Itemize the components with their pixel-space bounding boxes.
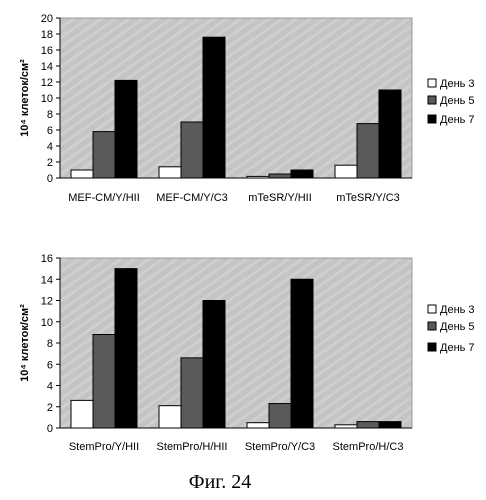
bar-day5: [180, 357, 204, 429]
y-tick-label: 8: [47, 338, 53, 350]
bar-day3: [70, 399, 94, 429]
legend-swatch-day3: [427, 304, 437, 314]
y-tick-label: 14: [41, 61, 53, 73]
bar-day3: [158, 166, 182, 179]
bar-day3: [334, 164, 358, 179]
bar-day7: [290, 278, 314, 429]
bar-day7: [378, 421, 402, 429]
legend-label: День 3: [440, 304, 475, 316]
y-tick-label: 4: [47, 141, 53, 153]
figure-caption: Фиг. 24: [189, 471, 251, 493]
chart-top: 0 2 4 6 8 10 12 14 16 18 20 10⁴ клеток/см² MEF-CM/Y/…: [19, 13, 475, 204]
y-tick-label: 0: [47, 173, 53, 185]
legend-swatch-day5: [427, 95, 437, 105]
bar-day7: [202, 36, 226, 179]
bar-day7: [290, 169, 314, 179]
y-tick-label: 0: [47, 423, 53, 435]
y-tick-label: 2: [47, 157, 53, 169]
y-tick-label: 8: [47, 109, 53, 121]
category-label: MEF-CM/Y/HII: [68, 192, 140, 204]
bar-day3: [246, 175, 270, 179]
y-tick-label: 4: [47, 381, 53, 393]
y-tick-label: 18: [41, 29, 53, 41]
y-tick-label: 12: [41, 77, 53, 89]
bar-day5: [268, 173, 292, 179]
y-axis-label: 10⁴ клеток/см²: [19, 59, 31, 137]
category-label: StemPro/Y/C3: [245, 441, 315, 453]
bar-day7: [114, 268, 138, 429]
y-tick-label: 12: [41, 296, 53, 308]
bar-day7: [202, 300, 226, 429]
bar-day5: [92, 131, 116, 179]
legend-swatch-day7: [427, 342, 437, 352]
bar-day3: [334, 424, 358, 429]
bar-day5: [180, 121, 204, 179]
category-label: StemPro/Y/HII: [69, 441, 139, 453]
legend-swatch-day3: [427, 78, 437, 88]
legend-label: День 7: [440, 114, 475, 126]
y-tick-label: 10: [41, 317, 53, 329]
legend-label: День 7: [440, 342, 475, 354]
bar-day3: [246, 422, 270, 429]
category-label: MEF-CM/Y/C3: [156, 192, 228, 204]
legend-label: День 3: [440, 78, 475, 90]
bar-day3: [158, 405, 182, 429]
category-label: StemPro/H/HII: [157, 441, 228, 453]
y-tick-label: 16: [41, 253, 53, 265]
y-tick-label: 14: [41, 274, 53, 286]
category-label: StemPro/H/C3: [333, 441, 404, 453]
y-tick-label: 2: [47, 402, 53, 414]
chart-bottom: 0 2 4 6 8 10 12 14 16 10⁴ клеток/см² StemPro/Y/HII…: [19, 253, 475, 453]
bar-day5: [268, 403, 292, 429]
legend-swatch-day5: [427, 321, 437, 331]
category-label: mTeSR/Y/C3: [336, 192, 400, 204]
bar-day5: [356, 123, 380, 179]
y-tick-label: 6: [47, 359, 53, 371]
y-tick-label: 20: [41, 13, 53, 25]
legend-swatch-day7: [427, 114, 437, 124]
legend-label: День 5: [440, 95, 475, 107]
bar-day5: [92, 334, 116, 429]
y-tick-label: 6: [47, 125, 53, 137]
y-tick-label: 16: [41, 45, 53, 57]
bar-day3: [70, 169, 94, 179]
bar-day5: [356, 421, 380, 429]
legend-label: День 5: [440, 321, 475, 333]
category-label: mTeSR/Y/HII: [248, 192, 312, 204]
bar-day7: [114, 79, 138, 179]
bar-day7: [378, 89, 402, 179]
y-axis-label: 10⁴ клеток/см²: [19, 304, 31, 382]
y-tick-label: 10: [41, 93, 53, 105]
